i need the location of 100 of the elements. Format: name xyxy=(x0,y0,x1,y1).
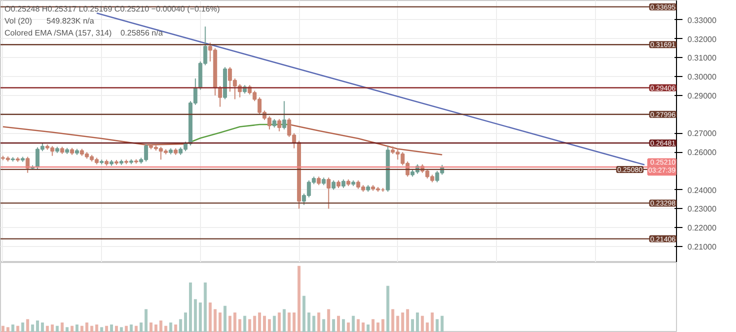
bar xyxy=(105,326,108,332)
bar xyxy=(179,319,182,332)
bar xyxy=(36,320,39,332)
bar xyxy=(352,316,355,332)
y-tick-label: 0.27000 xyxy=(688,129,717,138)
y-tick-label: 0.24000 xyxy=(688,186,717,195)
bar xyxy=(140,322,143,332)
bar xyxy=(253,316,256,332)
candlestick xyxy=(326,177,331,210)
bar xyxy=(26,319,30,332)
bar xyxy=(381,319,384,332)
candlestick xyxy=(332,180,336,190)
bar xyxy=(46,326,49,332)
bar xyxy=(66,327,69,332)
bar xyxy=(332,319,336,332)
bar xyxy=(114,326,118,332)
y-tick-label: 0.26000 xyxy=(688,148,717,158)
bar xyxy=(372,319,375,332)
y-tick-label: 0.29000 xyxy=(688,91,717,100)
y-tick-label: 0.30000 xyxy=(688,72,717,82)
bar xyxy=(278,312,281,332)
bar xyxy=(120,327,123,332)
candlestick xyxy=(218,86,222,108)
bar xyxy=(218,312,222,332)
bar xyxy=(238,319,242,332)
bar xyxy=(248,319,252,332)
bar xyxy=(426,322,429,332)
bar xyxy=(144,309,148,332)
bar xyxy=(420,316,424,332)
bar xyxy=(80,326,84,332)
bar xyxy=(204,282,207,332)
bar xyxy=(416,312,419,332)
bar xyxy=(31,324,34,332)
bar xyxy=(272,316,276,332)
bar xyxy=(60,322,64,332)
candlestick xyxy=(282,100,286,130)
bar xyxy=(282,309,286,332)
bar xyxy=(11,324,14,332)
bar xyxy=(268,319,271,332)
annotation: Vol (20) xyxy=(4,16,32,26)
y-tick-label: 0.23000 xyxy=(688,204,717,214)
bar xyxy=(110,324,113,332)
bar xyxy=(214,309,217,332)
bar xyxy=(194,299,197,332)
bar xyxy=(159,320,162,332)
bar xyxy=(164,326,168,332)
annotation: 549.823K n/a xyxy=(46,16,95,26)
bar xyxy=(70,326,74,332)
bar xyxy=(362,322,365,332)
bar xyxy=(302,296,306,332)
bar xyxy=(150,322,152,332)
bar xyxy=(258,312,262,332)
bar xyxy=(1,326,4,332)
bar xyxy=(188,282,192,332)
bar xyxy=(233,312,236,332)
bar xyxy=(184,312,188,332)
bar xyxy=(322,319,326,332)
bar xyxy=(21,322,24,332)
bar xyxy=(307,312,310,332)
bar xyxy=(376,322,380,332)
bar xyxy=(436,319,439,332)
bar xyxy=(76,324,78,332)
bar xyxy=(208,302,212,332)
bar xyxy=(366,324,370,332)
bar xyxy=(50,324,54,332)
bar xyxy=(298,266,301,332)
bar xyxy=(411,319,414,332)
bar xyxy=(401,312,404,332)
y-tick-label: 0.31000 xyxy=(688,54,717,63)
candlestick xyxy=(26,156,30,174)
bar xyxy=(85,322,88,332)
bar xyxy=(6,327,10,332)
bar xyxy=(337,316,340,332)
bar xyxy=(406,309,410,332)
bar xyxy=(40,322,44,332)
bar xyxy=(16,326,20,332)
bar xyxy=(440,316,444,332)
candlestick xyxy=(277,118,282,132)
bar xyxy=(386,286,390,332)
y-tick-label: 0.21000 xyxy=(688,242,717,252)
y-tick-label: 0.33000 xyxy=(688,16,717,25)
bar xyxy=(100,327,104,332)
line-series xyxy=(288,124,443,156)
bar xyxy=(292,312,296,332)
annotation: 0.25856 n/a xyxy=(120,28,164,38)
annotation: Colored EMA /SMA (157, 314) xyxy=(4,28,112,38)
bar xyxy=(346,322,350,332)
bar xyxy=(263,316,266,332)
y-tick-label: 0.22000 xyxy=(688,224,717,233)
bar xyxy=(224,306,226,332)
bar xyxy=(228,316,232,332)
bar xyxy=(134,326,138,332)
bar xyxy=(154,324,158,332)
bar xyxy=(327,309,330,332)
bar xyxy=(342,319,345,332)
bar xyxy=(312,316,316,332)
bar xyxy=(124,326,128,332)
bar xyxy=(288,312,291,332)
bar xyxy=(198,302,202,332)
bar xyxy=(174,324,178,332)
